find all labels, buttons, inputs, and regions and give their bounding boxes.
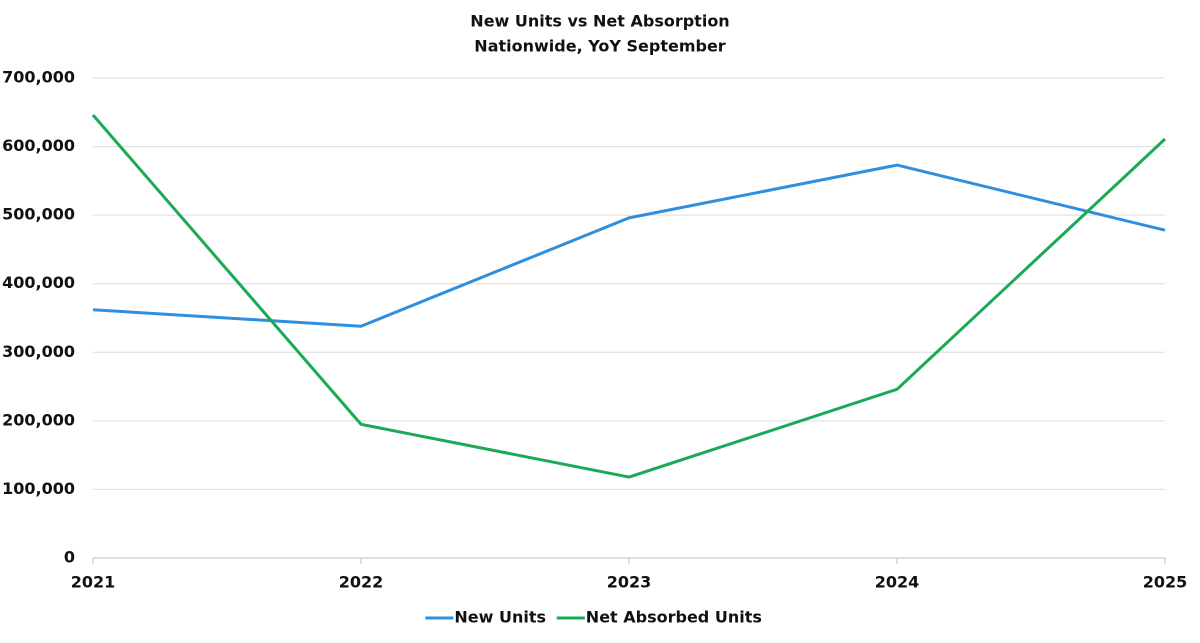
y-tick-label: 300,000 [2, 342, 75, 361]
x-tick-label: 2021 [71, 573, 116, 592]
y-tick-label: 200,000 [2, 410, 75, 429]
x-tick-label: 2023 [607, 573, 652, 592]
chart-title: New Units vs Net Absorption [470, 12, 729, 31]
x-tick-label: 2022 [339, 573, 384, 592]
y-tick-label: 500,000 [2, 205, 75, 224]
y-tick-label: 600,000 [2, 136, 75, 155]
x-tick-label: 2025 [1143, 573, 1188, 592]
legend-label: New Units [454, 608, 546, 627]
chart-subtitle: Nationwide, YoY September [474, 37, 725, 56]
y-tick-label: 700,000 [2, 68, 75, 87]
y-tick-label: 100,000 [2, 479, 75, 498]
y-tick-label: 400,000 [2, 273, 75, 292]
data-line [91, 114, 1167, 479]
x-tick-label: 2024 [875, 573, 920, 592]
y-tick-label: 0 [64, 548, 75, 567]
legend-label: Net Absorbed Units [586, 608, 762, 627]
